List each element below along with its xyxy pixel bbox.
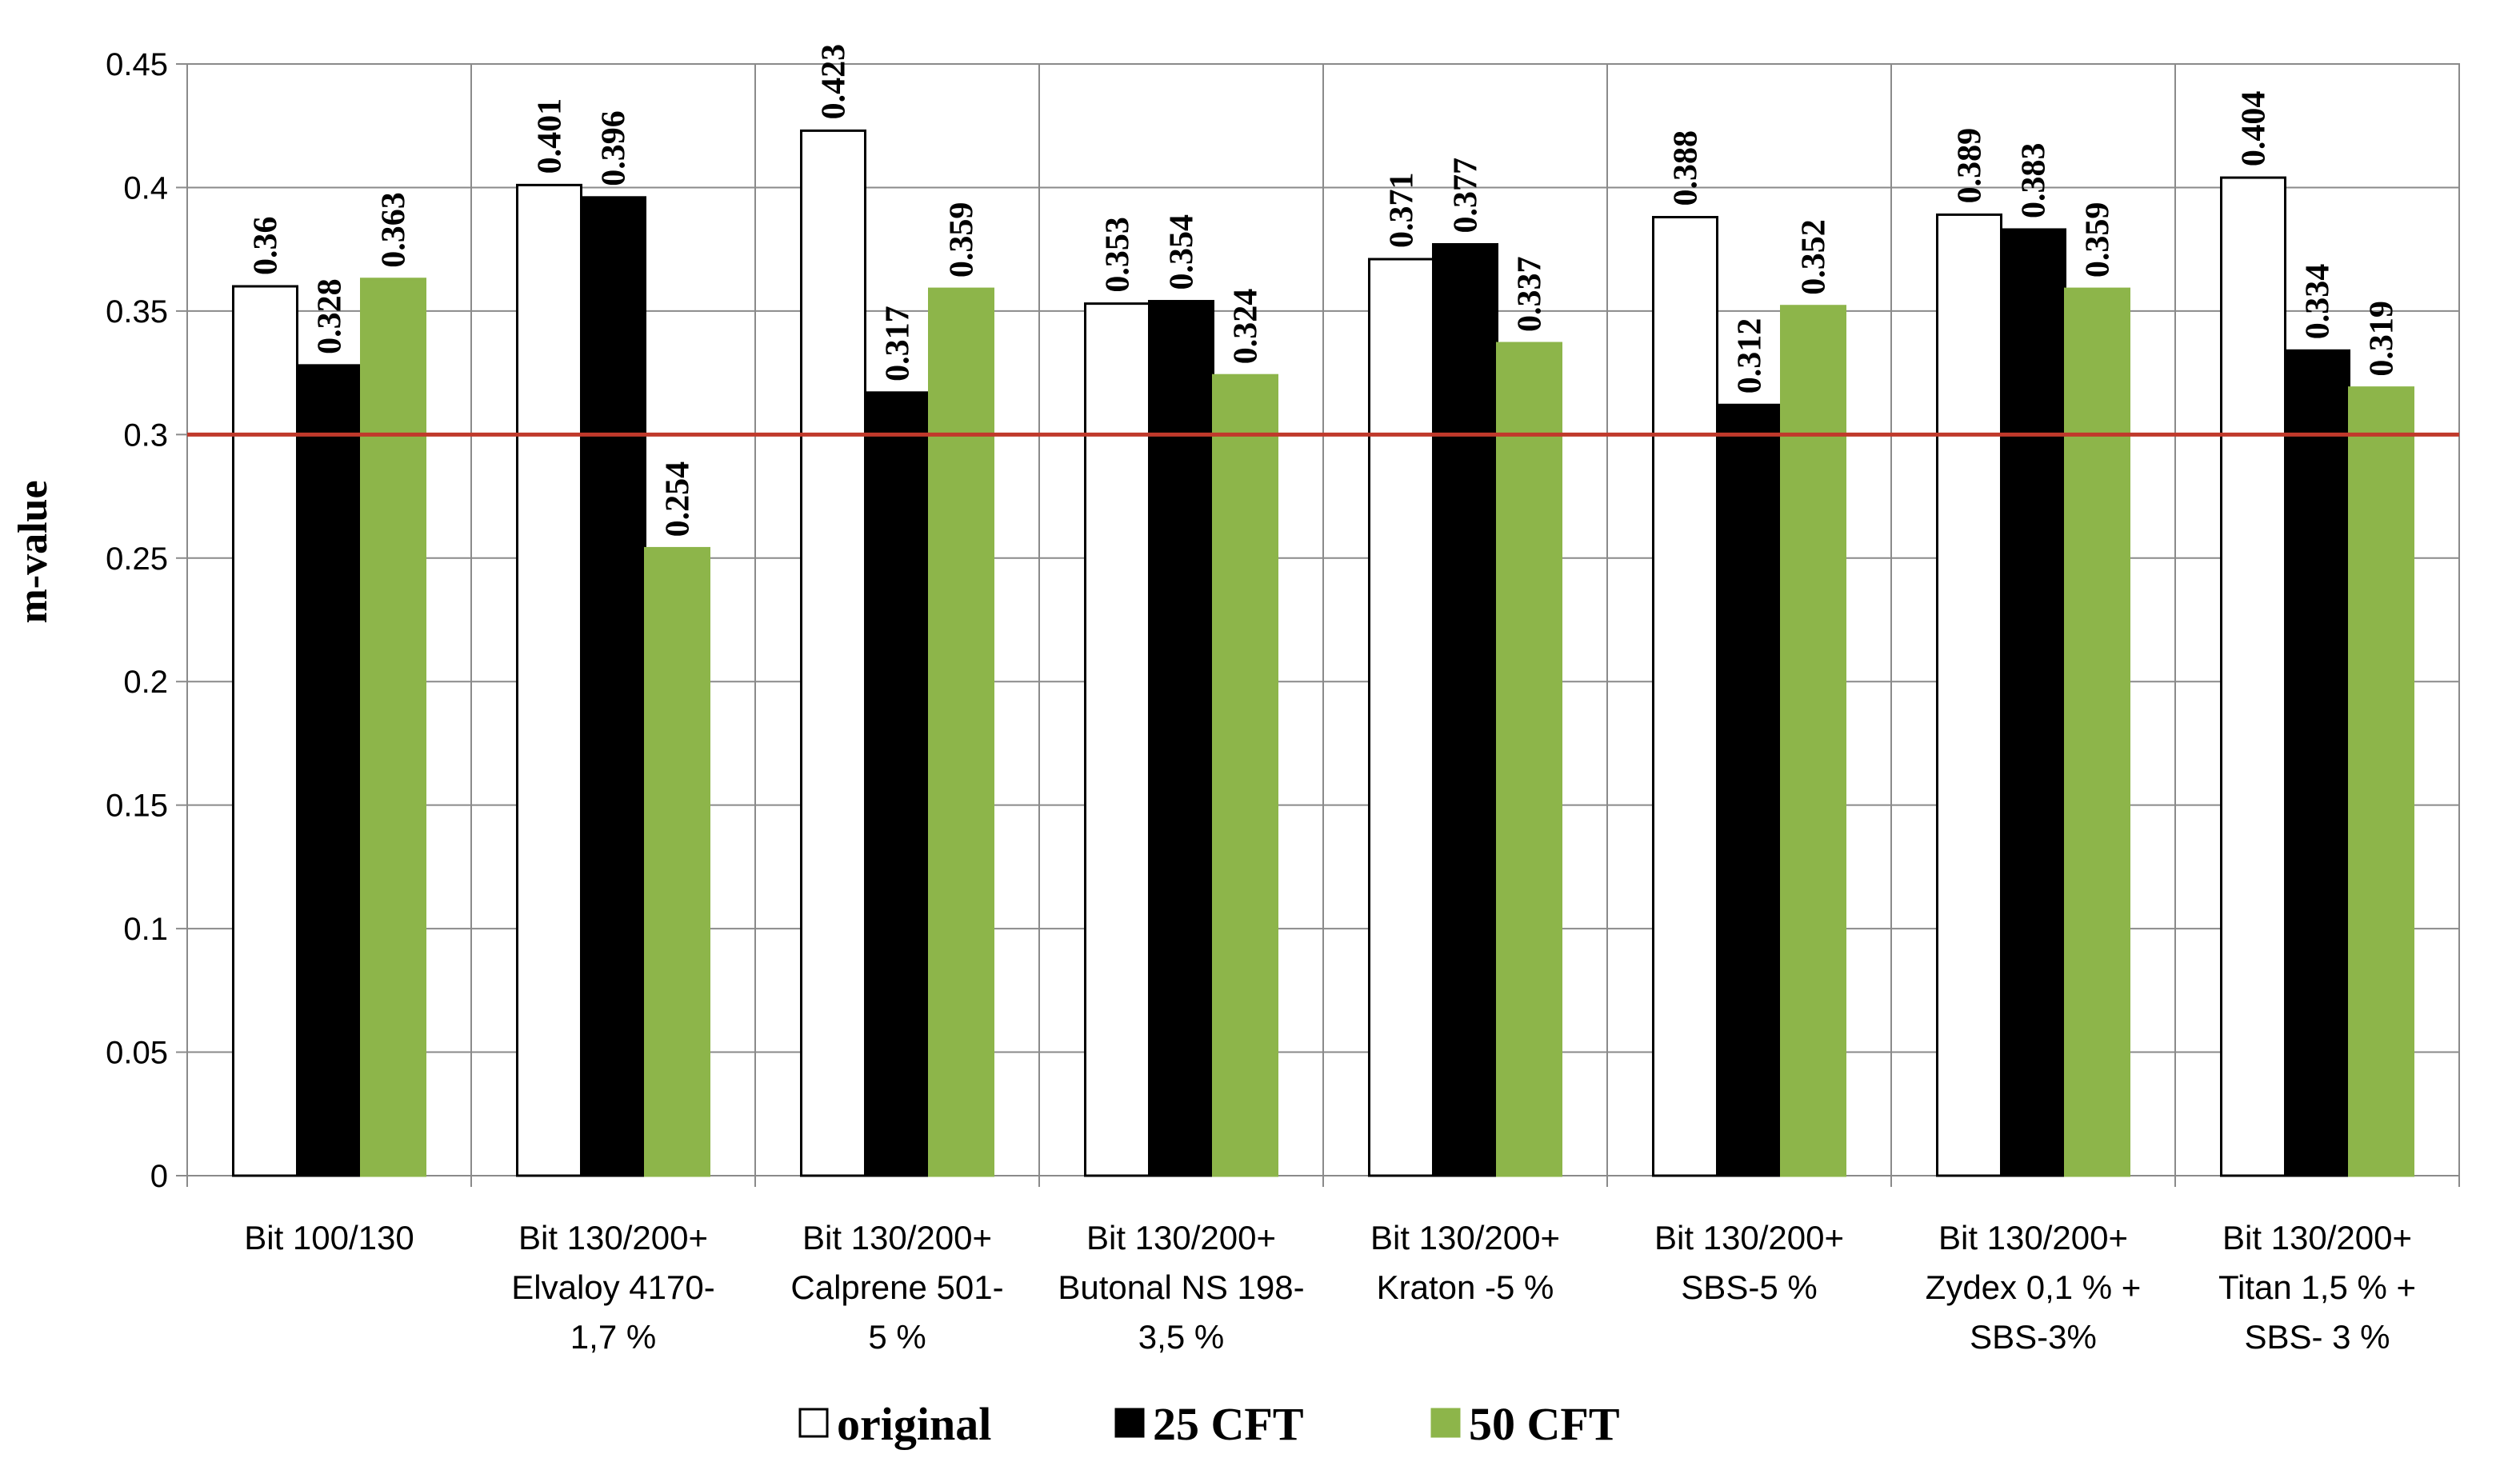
x-category-label: Calprene 501- xyxy=(790,1268,1003,1306)
bar-50-cft xyxy=(1212,373,1278,1177)
y-tick-label: 0.45 xyxy=(106,47,168,82)
bar-25-cft xyxy=(580,196,646,1177)
data-label: 0.371 xyxy=(1384,173,1421,249)
bar-original xyxy=(1368,258,1434,1177)
bar-original xyxy=(2220,176,2286,1177)
data-label: 0.337 xyxy=(1512,257,1549,333)
x-category-label: 5 % xyxy=(868,1318,926,1356)
y-tick-label: 0.05 xyxy=(106,1036,168,1071)
bar-50-cft xyxy=(928,287,994,1177)
data-label: 0.254 xyxy=(660,461,697,537)
bar-50-cft xyxy=(1780,305,1846,1177)
data-label: 0.359 xyxy=(944,202,981,278)
data-label: 0.352 xyxy=(1796,219,1833,295)
data-label: 0.353 xyxy=(1100,217,1137,293)
bar-50-cft xyxy=(1496,342,1562,1177)
bar-25-cft xyxy=(2000,228,2066,1177)
data-label: 0.388 xyxy=(1668,130,1705,206)
data-label: 0.354 xyxy=(1164,214,1201,290)
bar-25-cft xyxy=(1432,242,1498,1177)
y-tick-label: 0.3 xyxy=(123,417,168,453)
data-label: 0.319 xyxy=(2364,301,2401,377)
data-label: 0.317 xyxy=(880,306,917,381)
legend-label: 25 CFT xyxy=(1153,1398,1304,1450)
legend: original 25 CFT 50 CFT xyxy=(798,1398,1620,1450)
x-category-label: Kraton -5 % xyxy=(1377,1268,1554,1306)
bar-25-cft xyxy=(864,391,930,1177)
bar-50-cft xyxy=(2064,287,2130,1177)
bar-50-cft xyxy=(2348,386,2414,1177)
bar-50-cft xyxy=(644,546,710,1177)
x-category-label: SBS-3% xyxy=(1970,1318,2097,1356)
x-category-label: SBS- 3 % xyxy=(2244,1318,2390,1356)
bar-original xyxy=(516,183,582,1177)
legend-label: 50 CFT xyxy=(1469,1398,1620,1450)
bar-original xyxy=(232,285,298,1177)
y-tick-label: 0.25 xyxy=(106,541,168,577)
data-label: 0.377 xyxy=(1448,158,1485,234)
data-label: 0.328 xyxy=(312,278,349,354)
x-category-label: Bit 130/200+ xyxy=(1654,1219,1844,1256)
y-tick-label: 0.35 xyxy=(106,294,168,330)
bars xyxy=(232,129,2414,1177)
data-label: 0.401 xyxy=(532,98,569,174)
axes: 0 0.05 0.1 0.15 0.2 0.25 0.3 0.35 0.4 0.45 Bit 100… xyxy=(106,47,2460,1356)
data-label: 0.363 xyxy=(376,192,413,268)
x-category-label: Titan 1,5 % + xyxy=(2218,1268,2416,1306)
data-label: 0.359 xyxy=(2080,202,2117,278)
y-tick-label: 0.15 xyxy=(106,789,168,824)
data-label: 0.404 xyxy=(2236,91,2273,167)
x-category-label: Bit 100/130 xyxy=(244,1219,414,1256)
data-label: 0.389 xyxy=(1952,128,1989,204)
legend-label: original xyxy=(837,1398,991,1450)
data-labels: 0.36 0.328 0.363 0.401 0.396 0.254 0.423 0.317 0… xyxy=(248,44,2401,537)
bar-original xyxy=(800,129,866,1177)
bar-original xyxy=(1652,216,1718,1177)
x-category-label: Bit 130/200+ xyxy=(1938,1219,2128,1256)
y-axis-title: m-value xyxy=(10,480,56,623)
x-category-label: Bit 130/200+ xyxy=(802,1219,992,1256)
data-label: 0.312 xyxy=(1732,318,1769,394)
y-tick-label: 0.4 xyxy=(123,170,168,206)
y-tick-label: 0.2 xyxy=(123,665,168,700)
x-category-label: Elvaloy 4170- xyxy=(511,1268,714,1306)
bar-25-cft xyxy=(1716,403,1782,1177)
x-category-label: Butonal NS 198- xyxy=(1058,1268,1304,1306)
data-label: 0.334 xyxy=(2300,264,2337,340)
legend-swatch-50-cft xyxy=(1430,1408,1461,1438)
data-label: 0.324 xyxy=(1228,289,1265,365)
x-category-label: 1,7 % xyxy=(570,1318,656,1356)
legend-swatch-25-cft xyxy=(1114,1408,1145,1438)
x-category-label: Bit 130/200+ xyxy=(1370,1219,1560,1256)
bar-25-cft xyxy=(296,364,362,1177)
data-label: 0.36 xyxy=(248,217,285,276)
bar-original xyxy=(1936,213,2002,1177)
x-category-label: SBS-5 % xyxy=(1681,1268,1817,1306)
legend-swatch-original xyxy=(798,1408,829,1438)
x-category-label: Bit 130/200+ xyxy=(518,1219,708,1256)
y-tick-label: 0.1 xyxy=(123,912,168,947)
data-label: 0.383 xyxy=(2016,142,2053,218)
x-category-label: 3,5 % xyxy=(1138,1318,1224,1356)
x-category-label: Bit 130/200+ xyxy=(1086,1219,1276,1256)
data-label: 0.396 xyxy=(596,110,633,186)
bar-50-cft xyxy=(360,278,426,1177)
bar-original xyxy=(1084,302,1150,1177)
y-tick-label: 0 xyxy=(150,1159,168,1194)
x-category-label: Zydex 0,1 % + xyxy=(1926,1268,2142,1306)
data-label: 0.423 xyxy=(816,44,853,120)
bar-25-cft xyxy=(1148,300,1214,1177)
bar-25-cft xyxy=(2284,349,2350,1177)
x-category-label: Bit 130/200+ xyxy=(2222,1219,2412,1256)
